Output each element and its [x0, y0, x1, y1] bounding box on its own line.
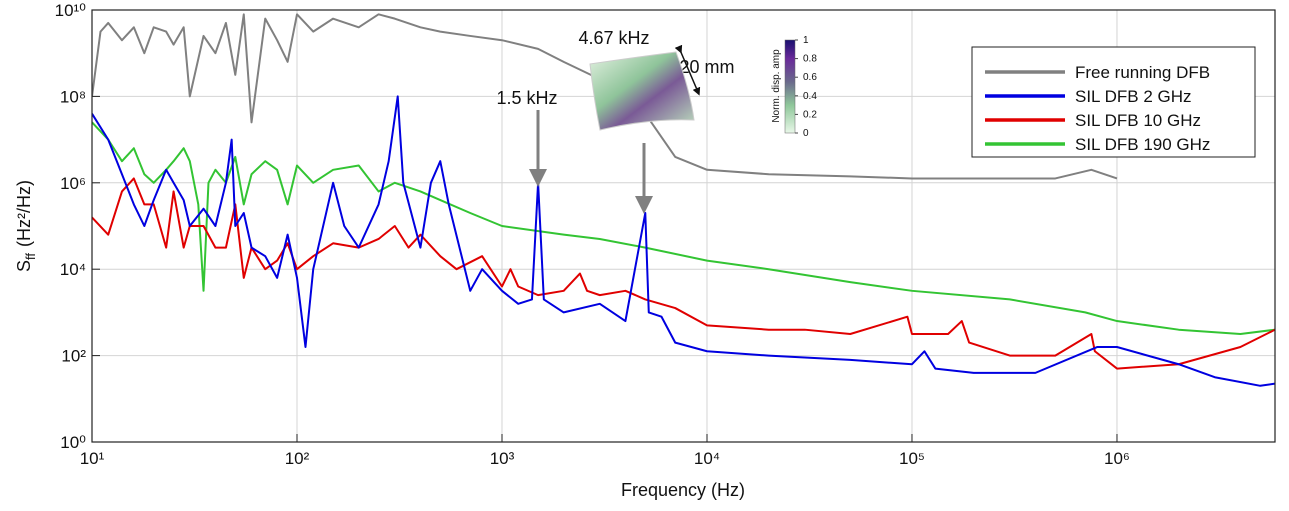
inset-plate	[589, 51, 695, 131]
colorbar-tick-label: 1	[803, 35, 809, 46]
annotation: 1.5 kHz	[496, 88, 557, 108]
y-label-symbol: S	[14, 260, 34, 272]
legend-label: SIL DFB 10 GHz	[1075, 111, 1201, 130]
legend-label: SIL DFB 2 GHz	[1075, 87, 1192, 106]
series-line	[92, 95, 1275, 387]
colorbar-tick-label: 0.6	[803, 72, 817, 83]
series-line	[92, 177, 1275, 370]
y-tick-label: 10⁴	[60, 260, 86, 279]
x-tick-label: 10⁴	[694, 449, 720, 468]
colorbar-tick-label: 0	[803, 128, 809, 139]
y-tick-label: 10⁸	[60, 87, 86, 106]
y-tick-label: 10¹⁰	[55, 1, 87, 20]
y-label-subscript: ff	[23, 253, 38, 260]
colorbar-tick-label: 0.4	[803, 91, 817, 102]
plot-lines	[92, 13, 1275, 387]
x-tick-label: 10⁵	[899, 449, 925, 468]
x-tick-label: 10¹	[80, 449, 105, 468]
colorbar-ticks: 0 0.2 0.4 0.6 0.8 1	[795, 35, 817, 139]
x-tick-label: 10⁶	[1104, 449, 1130, 468]
series-line	[92, 13, 1118, 180]
dimension-arrow	[674, 44, 701, 96]
x-tick-label: 10³	[490, 449, 515, 468]
annotation: 4.67 kHz	[578, 28, 649, 48]
ticks: 10¹ 10² 10³ 10⁴ 10⁵ 10⁶ 10⁰ 10² 10⁴ 10⁶ 10⁸ 10¹⁰	[55, 1, 1130, 468]
x-axis-label: Frequency (Hz)	[621, 480, 745, 500]
legend-label: Free running DFB	[1075, 63, 1210, 82]
colorbar-label: Norm. disp. amp	[771, 49, 782, 123]
colorbar-tick-label: 0.2	[803, 109, 817, 120]
legend	[971, 46, 1256, 158]
y-label-unit: (Hz²/Hz)	[14, 180, 34, 247]
legend-entries: Free running DFB SIL DFB 2 GHz SIL DFB 10 …	[985, 63, 1210, 154]
y-tick-label: 10⁶	[60, 174, 86, 193]
y-tick-label: 10²	[61, 347, 86, 366]
series-line	[92, 121, 1275, 336]
y-tick-label: 10⁰	[60, 433, 86, 452]
colorbar	[784, 39, 796, 134]
colorbar-tick-label: 0.8	[803, 54, 817, 65]
y-axis-label: Sff (Hz²/Hz)	[14, 180, 38, 272]
plot-frame	[91, 9, 1276, 443]
x-tick-label: 10²	[285, 449, 310, 468]
legend-label: SIL DFB 190 GHz	[1075, 135, 1210, 154]
